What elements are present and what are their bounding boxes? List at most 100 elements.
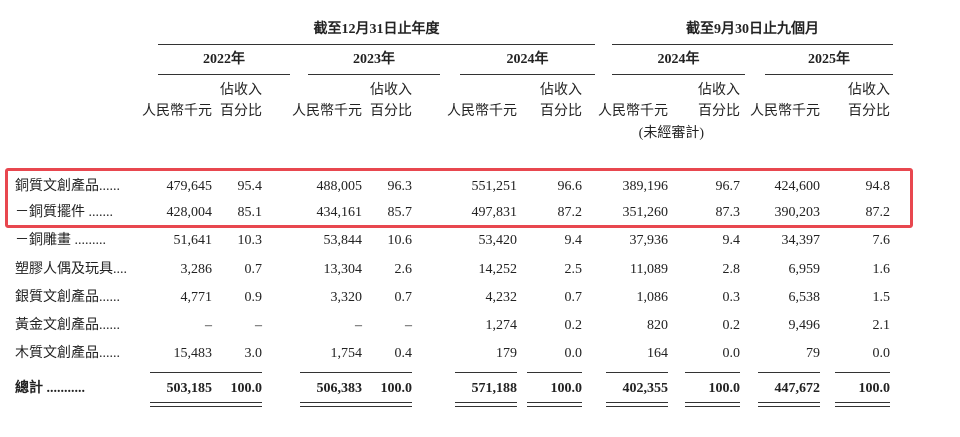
- row-label: 銀質文創產品......: [15, 290, 120, 305]
- pct-header: 百分比: [848, 104, 890, 119]
- rule: [150, 372, 212, 373]
- cell: 10.6: [387, 233, 413, 248]
- rule: [606, 402, 668, 403]
- row-label: 塑膠人偶及玩具....: [15, 262, 127, 277]
- rule: [460, 74, 595, 75]
- cell: –: [405, 318, 412, 333]
- cell: 3.0: [244, 346, 263, 361]
- cell: 389,196: [622, 179, 669, 194]
- cell: 0.0: [722, 346, 741, 361]
- cell: 15,483: [173, 346, 213, 361]
- rule: [207, 402, 262, 403]
- total-cell: 100.0: [708, 381, 741, 396]
- cell: 53,420: [478, 233, 518, 248]
- cell: 0.0: [872, 346, 891, 361]
- rule: [455, 406, 517, 407]
- total-cell: 100.0: [380, 381, 413, 396]
- rule: [527, 406, 582, 407]
- row-label: 黃金文創產品......: [15, 318, 120, 333]
- unit-header: 人民幣千元: [292, 104, 362, 119]
- pct-header: 佔收入: [220, 83, 262, 98]
- rule: [758, 402, 820, 403]
- cell: 0.0: [564, 346, 583, 361]
- cell: 0.4: [394, 346, 413, 361]
- unit-header: 人民幣千元: [142, 104, 212, 119]
- rule: [300, 372, 362, 373]
- cell: 34,397: [781, 233, 821, 248]
- cell: 7.6: [872, 233, 891, 248]
- cell: 488,005: [316, 179, 363, 194]
- rule: [835, 402, 890, 403]
- pct-header: 佔收入: [698, 83, 740, 98]
- cell: 2.6: [394, 262, 413, 277]
- group-header: 截至9月30日止九個月: [686, 22, 819, 37]
- cell: 0.9: [244, 290, 263, 305]
- year-header: 2023年: [353, 52, 395, 67]
- rule: [300, 402, 362, 403]
- cell: 9.4: [722, 233, 741, 248]
- cell: 13,304: [323, 262, 363, 277]
- rule: [158, 44, 595, 45]
- total-label: 總計 ...........: [15, 381, 85, 396]
- group-header: 截至12月31日止年度: [313, 22, 440, 37]
- cell: 95.4: [237, 179, 263, 194]
- total-cell: 506,383: [316, 381, 363, 396]
- cell: 434,161: [316, 205, 363, 220]
- cell: 2.8: [722, 262, 741, 277]
- rule: [835, 372, 890, 373]
- total-cell: 571,188: [471, 381, 518, 396]
- rule: [758, 406, 820, 407]
- rule: [765, 74, 893, 75]
- cell: 87.2: [865, 205, 891, 220]
- cell: 1,274: [485, 318, 518, 333]
- unit-header: 人民幣千元: [598, 104, 668, 119]
- rule: [150, 406, 212, 407]
- cell: 51,641: [173, 233, 213, 248]
- cell: 1,086: [636, 290, 669, 305]
- cell: 10.3: [237, 233, 263, 248]
- rule: [685, 372, 740, 373]
- cell: 179: [496, 346, 517, 361]
- rule: [606, 372, 668, 373]
- cell: 9,496: [788, 318, 821, 333]
- cell: 479,645: [166, 179, 213, 194]
- rule: [835, 406, 890, 407]
- cell: 164: [647, 346, 668, 361]
- cell: 2.5: [564, 262, 583, 277]
- cell: 87.3: [715, 205, 741, 220]
- cell: 6,959: [788, 262, 821, 277]
- rule: [527, 402, 582, 403]
- row-label: 木質文創產品......: [15, 346, 120, 361]
- cell: 85.7: [387, 205, 413, 220]
- cell: 497,831: [471, 205, 518, 220]
- rule: [758, 372, 820, 373]
- cell: 4,232: [485, 290, 518, 305]
- total-cell: 402,355: [622, 381, 669, 396]
- rule: [357, 406, 412, 407]
- cell: 424,600: [774, 179, 821, 194]
- cell: 551,251: [471, 179, 518, 194]
- cell: 79: [806, 346, 820, 361]
- cell: 0.7: [394, 290, 413, 305]
- cell: 1.5: [872, 290, 891, 305]
- cell: 85.1: [237, 205, 263, 220]
- cell: 0.7: [564, 290, 583, 305]
- cell: 820: [647, 318, 668, 333]
- cell: 390,203: [774, 205, 821, 220]
- cell: 14,252: [478, 262, 518, 277]
- rule: [685, 402, 740, 403]
- cell: 94.8: [865, 179, 891, 194]
- total-cell: 100.0: [858, 381, 891, 396]
- pct-header: 佔收入: [370, 83, 412, 98]
- unit-header: 人民幣千元: [447, 104, 517, 119]
- rule: [207, 372, 262, 373]
- highlight-box: [5, 168, 913, 228]
- cell: –: [355, 318, 362, 333]
- rule: [612, 74, 745, 75]
- cell: 96.3: [387, 179, 413, 194]
- cell: 53,844: [323, 233, 363, 248]
- rule: [527, 372, 582, 373]
- cell: 0.3: [722, 290, 741, 305]
- cell: –: [255, 318, 262, 333]
